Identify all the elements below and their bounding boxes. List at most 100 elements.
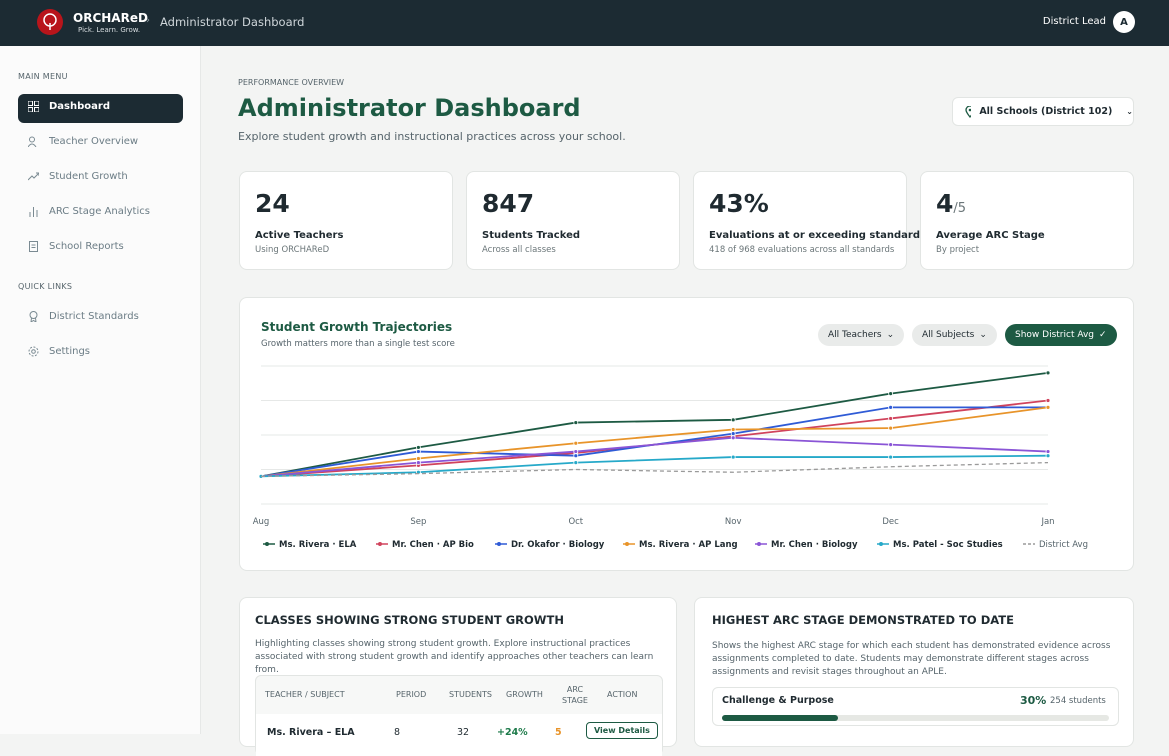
view-details-button[interactable]: View Details (586, 722, 658, 739)
icon (965, 105, 972, 118)
menu-item[interactable]: School Reports (28, 241, 124, 252)
data-point (573, 449, 579, 454)
user-name: District Lead (1042, 16, 1106, 27)
chart-title: Student Growth Trajectories (261, 320, 453, 334)
card-description: Highlighting classes showing strong stud… (255, 639, 654, 675)
tagline: Pick. Learn. Grow. (78, 26, 141, 34)
data-point (888, 405, 893, 410)
stat-value: 43% (709, 189, 769, 218)
column-header: PERIOD (396, 690, 427, 699)
data-point (573, 453, 579, 459)
legend-label: Dr. Okafor · Biology (511, 540, 605, 550)
page-title: Administrator Dashboard (238, 94, 581, 122)
stat-card: 4/5 Average ARC Stage By project (920, 171, 1134, 270)
stat-card: 24 Active Teachers Using ORCHAReD (239, 171, 453, 270)
stat-label: Active Teachers (255, 230, 344, 241)
legend-label: Ms. Rivera · ELA (279, 540, 357, 550)
arc-card: HIGHEST ARC STAGE DEMONSTRATED TO DATE S… (694, 597, 1134, 747)
stat-note: Across all classes (482, 245, 556, 255)
cell: +24% (497, 727, 528, 738)
data-point (573, 440, 579, 446)
progress-track (722, 715, 1109, 721)
cell: 8 (394, 727, 401, 738)
card-title: CLASSES SHOWING STRONG STUDENT GROWTH (255, 613, 564, 627)
chevron: ⌄ (886, 330, 895, 340)
menu-item[interactable]: Settings (28, 346, 90, 357)
toggle-button[interactable]: Show District Avg ✓ (1005, 324, 1117, 346)
icon (28, 346, 39, 357)
label: District Standards (49, 311, 139, 322)
data-point (1045, 449, 1051, 454)
series-line (260, 372, 1049, 478)
x-tick-label: Oct (568, 517, 583, 527)
legend-dot (378, 542, 382, 546)
menu-item[interactable]: Teacher Overview (28, 136, 138, 147)
stat-value: 847 (482, 189, 535, 218)
legend-dot (265, 542, 269, 546)
column-header: GROWTH (506, 690, 543, 699)
stat-value: 24 (255, 189, 290, 218)
cell: 5 (555, 727, 562, 738)
data-point (888, 442, 893, 448)
series-line (260, 406, 1049, 478)
data-point (888, 391, 893, 396)
icon (28, 172, 39, 181)
legend-label: Mr. Chen · AP Bio (392, 540, 474, 550)
menu-item[interactable]: District Standards (28, 311, 139, 322)
avatar[interactable]: A (1113, 11, 1135, 33)
series-line (260, 454, 1049, 478)
card-description: Shows the highest ARC stage for which ea… (712, 641, 1111, 677)
data-point (1045, 370, 1051, 376)
active-item-bg[interactable] (18, 94, 183, 123)
cell: 32 (457, 727, 470, 738)
cell: Ms. Rivera – ELA (267, 727, 355, 738)
label: All Subjects (922, 330, 975, 340)
data-point (1045, 453, 1051, 459)
menu-item[interactable]: Dashboard (28, 101, 110, 112)
card-title: HIGHEST ARC STAGE DEMONSTRATED TO DATE (712, 613, 1014, 627)
data-point (415, 460, 421, 466)
stat-note: Using ORCHAReD (255, 245, 330, 255)
filter-button[interactable]: All Subjects ⌄ (912, 324, 997, 346)
data-point (573, 460, 579, 466)
data-point (415, 449, 421, 454)
column-header: TEACHER / SUBJECT (265, 690, 345, 699)
column-header: ARC STAGE (562, 685, 588, 705)
table: TEACHER / SUBJECT PERIOD STUDENTS GROWTH… (255, 675, 663, 756)
breadcrumb[interactable]: Administrator Dashboard (160, 15, 305, 29)
legend-dot (757, 542, 761, 546)
data-point (730, 454, 736, 460)
chart-card: Student Growth Trajectories Growth matte… (239, 297, 1134, 571)
stat-label: Students Tracked (482, 230, 581, 241)
brand: ORCHAReD (73, 11, 148, 25)
table-row: Ms. Rivera – ELA 8 32 +24% 5 View Detail… (256, 714, 662, 756)
menu-item[interactable]: ARC Stage Analytics (28, 206, 150, 217)
stat-label: Average ARC Stage (936, 230, 1045, 241)
filter-button[interactable]: All Teachers ⌄ (818, 324, 905, 346)
check: ✓ (1099, 330, 1107, 340)
data-point (730, 431, 736, 437)
stage-percent: 30% (1020, 694, 1047, 707)
school-selector[interactable]: All Schools (District 102) ⌄ (952, 97, 1134, 126)
label: All Schools (District 102) (979, 106, 1113, 117)
progress-bar (722, 715, 839, 721)
data-point (573, 420, 579, 425)
legend-dot (497, 542, 501, 546)
data-point (730, 417, 736, 423)
menu-item[interactable]: Student Growth (28, 171, 128, 182)
legend-dot (625, 542, 629, 546)
icon (28, 136, 37, 147)
growth-card: CLASSES SHOWING STRONG STUDENT GROWTH Hi… (239, 597, 677, 756)
stat-value: 4 (936, 189, 954, 218)
line-chart: Aug Sep Oct Nov Dec Jan Ms. Rivera · ELA Mr. Ch… (253, 365, 1088, 550)
stage-name: Challenge & Purpose (722, 695, 834, 706)
sidebar: MAIN MENU Dashboard Teacher Overview Stu… (0, 46, 201, 734)
x-tick-label: Aug (253, 517, 270, 527)
stage-item: Challenge & Purpose 30% 254 students (712, 687, 1119, 726)
data-point (1045, 398, 1051, 403)
label: Student Growth (49, 171, 128, 182)
data-point (415, 456, 421, 461)
label: All Teachers (828, 330, 882, 340)
stat-label: Evaluations at or exceeding standards (709, 230, 926, 241)
column-header: ACTION (607, 690, 638, 699)
